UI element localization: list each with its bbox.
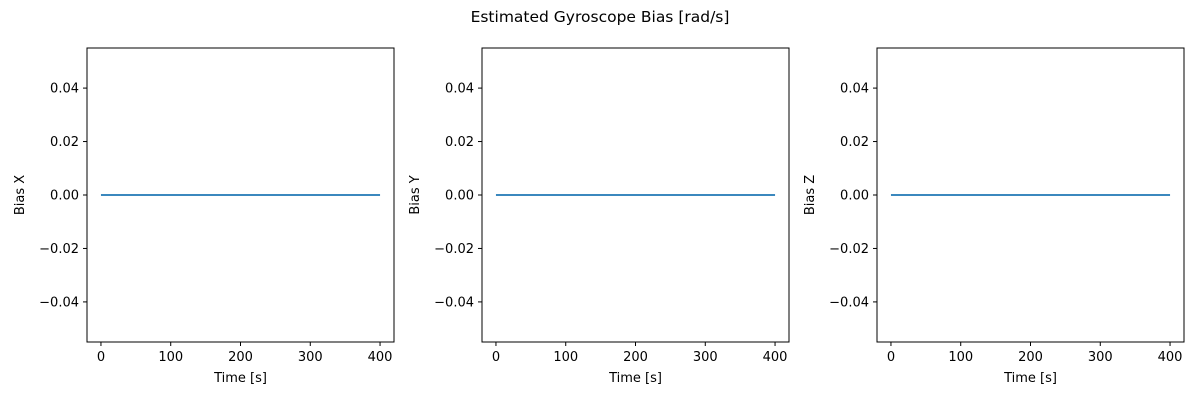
x-tick-label: 400 — [763, 350, 788, 365]
y-axis-label: Bias Y — [408, 175, 423, 214]
x-tick-label: 100 — [553, 350, 578, 365]
y-tick-label: −0.04 — [829, 295, 869, 310]
x-axis-label: Time [s] — [213, 371, 267, 386]
y-tick-label: 0.02 — [840, 135, 869, 150]
x-tick-label: 200 — [623, 350, 648, 365]
y-tick-label: 0.02 — [445, 135, 474, 150]
y-tick-label: −0.02 — [829, 242, 869, 257]
y-tick-label: 0.00 — [445, 189, 474, 204]
subplot-2: 0 100 200 300 400 −0.04 −0.02 0.00 0.02 0.04 Time … — [408, 47, 790, 386]
x-axis-label: Time [s] — [608, 371, 662, 386]
x-tick-label: 300 — [298, 350, 323, 365]
figure-title: Estimated Gyroscope Bias [rad/s] — [471, 8, 730, 26]
x-axis-label: Time [s] — [1003, 371, 1057, 386]
subplot-3: 0 100 200 300 400 −0.04 −0.02 0.00 0.02 0.04 Time … — [803, 47, 1185, 386]
y-tick-label: −0.02 — [39, 242, 79, 257]
y-axis-label: Bias X — [13, 175, 28, 215]
x-tick-label: 0 — [887, 350, 895, 365]
y-tick-label: 0.00 — [50, 189, 79, 204]
y-tick-label: 0.04 — [840, 82, 869, 97]
x-tick-label: 300 — [1088, 350, 1113, 365]
y-tick-label: 0.02 — [50, 135, 79, 150]
x-tick-label: 0 — [97, 350, 105, 365]
x-tick-label: 300 — [693, 350, 718, 365]
y-tick-label: −0.02 — [434, 242, 474, 257]
x-tick-label: 400 — [1158, 350, 1183, 365]
x-tick-label: 100 — [158, 350, 183, 365]
x-tick-label: 400 — [368, 350, 393, 365]
x-tick-label: 200 — [228, 350, 253, 365]
y-tick-label: 0.00 — [840, 189, 869, 204]
y-axis-label: Bias Z — [803, 175, 818, 215]
x-tick-label: 200 — [1018, 350, 1043, 365]
subplot-1: 0 100 200 300 400 −0.04 −0.02 0.00 0.02 0.04 Time … — [13, 47, 395, 386]
y-tick-label: −0.04 — [434, 295, 474, 310]
y-tick-label: 0.04 — [445, 82, 474, 97]
x-tick-label: 0 — [492, 350, 500, 365]
y-tick-label: −0.04 — [39, 295, 79, 310]
y-tick-label: 0.04 — [50, 82, 79, 97]
x-tick-label: 100 — [948, 350, 973, 365]
